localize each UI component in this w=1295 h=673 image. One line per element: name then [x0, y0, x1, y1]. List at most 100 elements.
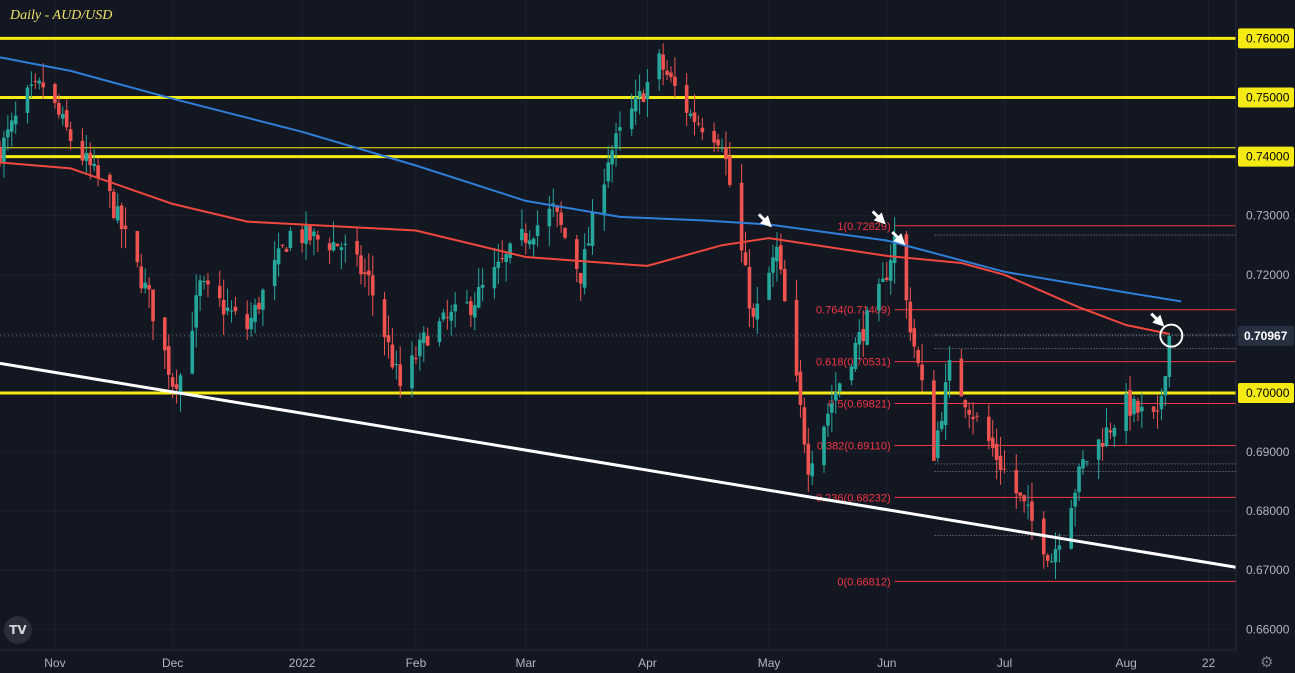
- candle-body: [971, 416, 975, 419]
- candle-body: [881, 278, 885, 282]
- candle-body: [559, 212, 563, 225]
- candle-body: [304, 225, 308, 244]
- candle-body: [421, 332, 426, 344]
- candle-body: [198, 280, 202, 296]
- time-tick-label: 22: [1202, 656, 1216, 670]
- candle-body: [1030, 501, 1034, 521]
- candle-body: [633, 97, 638, 112]
- candle-body: [1167, 335, 1172, 378]
- time-tick-label: Jun: [877, 656, 896, 670]
- candle-body: [661, 54, 665, 70]
- arrow-head: [893, 233, 906, 246]
- candle-body: [1163, 376, 1168, 396]
- candle-body: [582, 249, 587, 288]
- candle-body: [0, 146, 2, 163]
- candle-body: [418, 339, 422, 357]
- dotted-levels: [0, 234, 1236, 536]
- time-tick-label: Aug: [1115, 656, 1136, 670]
- price-tick-label: 0.70000: [1246, 386, 1290, 400]
- candle-body: [794, 299, 799, 376]
- candle-body: [355, 241, 359, 255]
- candle-body: [563, 228, 567, 238]
- candle-body: [469, 301, 473, 316]
- price-level-tag: [1238, 87, 1294, 108]
- candle-body: [696, 123, 701, 125]
- candle-body: [280, 244, 285, 246]
- candle-body: [170, 377, 175, 387]
- gear-icon[interactable]: ⚙: [1260, 654, 1274, 671]
- candle-body: [13, 115, 18, 125]
- candle-body: [865, 310, 869, 345]
- candle-body: [308, 226, 312, 241]
- candle-body: [857, 332, 862, 345]
- candle-body: [331, 242, 336, 251]
- candle-body: [657, 53, 661, 80]
- candle-body: [586, 243, 591, 246]
- candle-body: [645, 82, 650, 100]
- candle-body: [767, 272, 771, 300]
- fib-level-label: 0.382(0.69110): [817, 441, 891, 453]
- candle-body: [908, 301, 913, 333]
- candle-body: [798, 371, 803, 405]
- candle-body: [88, 152, 93, 166]
- candle-body: [64, 110, 69, 128]
- candle-body: [1155, 410, 1160, 412]
- candle-body: [998, 455, 1003, 471]
- candle-body: [25, 87, 30, 113]
- candle-body: [939, 420, 944, 430]
- candle-body: [575, 239, 579, 269]
- fibonacci-retracement[interactable]: 1(0.72829) 0.764(0.71409) 0.618(0.70531) 0.…: [816, 221, 1236, 589]
- time-tick-label: Apr: [638, 656, 657, 670]
- candle-body: [743, 252, 748, 266]
- candle-body: [724, 147, 728, 160]
- tradingview-logo-icon[interactable]: TV: [4, 616, 32, 644]
- candle-body: [221, 299, 226, 315]
- trendline-line[interactable]: [0, 361, 1237, 569]
- candle-body: [830, 403, 834, 413]
- time-tick-label: Feb: [406, 656, 427, 670]
- candle-body: [508, 243, 512, 259]
- candle-body: [688, 113, 693, 116]
- time-tick-label: Jul: [997, 656, 1012, 670]
- fib-level-label: 0.5(0.69821): [828, 399, 890, 411]
- candle-body: [249, 317, 253, 330]
- price-level-tag: [1238, 28, 1294, 49]
- candle-body: [837, 383, 842, 392]
- candle-body: [92, 163, 96, 167]
- candle-body: [1096, 439, 1101, 460]
- candle-body: [123, 225, 128, 230]
- horizontal-levels[interactable]: [0, 36, 1236, 395]
- candle-body: [755, 303, 760, 320]
- candle-body: [68, 129, 73, 142]
- candle-body: [959, 358, 964, 397]
- candle-body: [257, 302, 261, 310]
- trendline[interactable]: [0, 361, 1237, 569]
- candle-body: [1014, 470, 1019, 494]
- candle-body: [147, 285, 151, 290]
- candle-body: [1100, 442, 1105, 447]
- candle-body: [1085, 461, 1089, 463]
- candle-body: [163, 317, 167, 351]
- candle-body: [810, 463, 815, 477]
- candle-body: [712, 131, 716, 143]
- candle-body: [151, 289, 155, 322]
- candle-body: [194, 295, 198, 328]
- candle-body: [276, 248, 281, 265]
- candle-body: [1073, 492, 1077, 507]
- candle-body: [367, 270, 371, 276]
- candle-body: [261, 289, 265, 310]
- candle-body: [716, 139, 720, 146]
- candle-body: [119, 205, 124, 230]
- candle-body: [414, 358, 418, 360]
- candle-body: [174, 384, 179, 389]
- candle-body: [29, 84, 34, 86]
- candle-body: [771, 257, 775, 273]
- highlight-circle: [1159, 323, 1184, 348]
- candle-body: [6, 129, 10, 138]
- candle-body: [316, 234, 320, 240]
- candle-body: [335, 243, 340, 247]
- time-tick-label: Nov: [44, 656, 65, 670]
- candle-body: [673, 76, 677, 86]
